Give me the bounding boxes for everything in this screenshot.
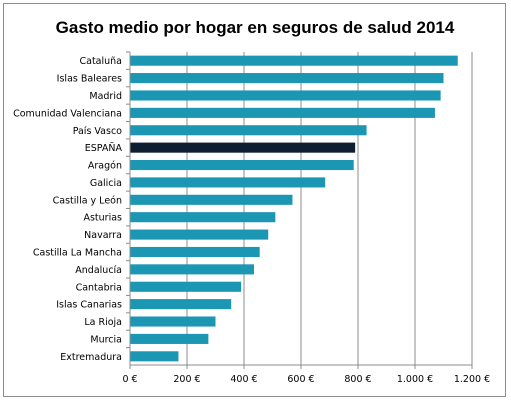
category-label: Asturias — [83, 213, 122, 224]
bar — [130, 125, 367, 136]
category-label: Madrid — [89, 91, 122, 102]
bar — [130, 264, 254, 275]
bar — [130, 142, 356, 153]
bar — [130, 351, 179, 362]
category-label: Castilla y León — [53, 195, 122, 206]
x-tick-label: 600 € — [287, 374, 314, 385]
bars — [126, 51, 458, 362]
bar — [130, 281, 242, 292]
x-tick-labels: 0 € 200 € 400 € 600 € 800 € 1.000 € 1.200 € — [122, 374, 490, 385]
bar — [130, 159, 354, 171]
category-label: Aragón — [88, 161, 122, 172]
category-label: Extremadura — [60, 352, 122, 363]
bar — [130, 107, 435, 118]
bar — [130, 90, 441, 101]
x-tick-label: 1.200 € — [454, 374, 490, 385]
bar — [130, 246, 260, 258]
x-tick-label: 800 € — [344, 374, 371, 385]
x-tick-label: 1.000 € — [397, 374, 433, 385]
bar — [130, 177, 326, 188]
bar — [130, 316, 216, 327]
category-label: Comunidad Valenciana — [13, 108, 122, 119]
category-label: Cataluña — [79, 56, 122, 67]
category-label: País Vasco — [73, 126, 122, 137]
category-label: Islas Baleares — [57, 74, 122, 85]
category-label: Castilla La Mancha — [33, 247, 122, 258]
category-labels: Cataluña Islas Baleares Madrid Comunidad Va… — [13, 56, 122, 363]
category-label: Islas Canarias — [56, 300, 122, 311]
x-tick-label: 200 € — [173, 374, 200, 385]
chart-title: Gasto medio por hogar en seguros de salu… — [56, 18, 455, 37]
bar — [130, 73, 444, 84]
x-tick-label: 400 € — [230, 374, 257, 385]
bar — [130, 212, 276, 223]
category-label: Murcia — [90, 334, 122, 345]
bar — [130, 229, 269, 240]
x-tick-label: 0 € — [122, 374, 137, 385]
grid-lines — [129, 52, 473, 369]
category-label: Galicia — [90, 178, 122, 189]
bar — [130, 194, 293, 205]
category-label: Navarra — [84, 230, 122, 241]
category-label: ESPAÑA — [85, 143, 123, 154]
category-label: La Rioja — [84, 317, 122, 328]
bar — [130, 333, 209, 344]
bar — [130, 55, 458, 66]
category-label: Andalucía — [75, 265, 122, 276]
bar — [130, 299, 232, 310]
category-label: Cantabria — [76, 282, 122, 293]
